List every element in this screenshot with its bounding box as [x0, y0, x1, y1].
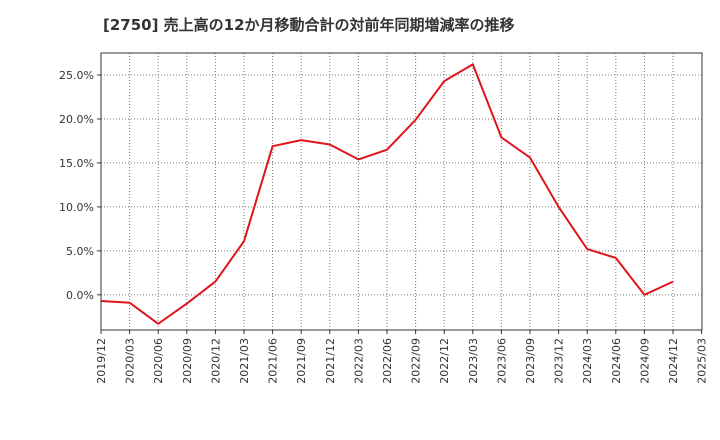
data-point	[243, 240, 245, 242]
data-point	[300, 139, 302, 141]
data-point	[386, 149, 388, 151]
data-point	[643, 294, 646, 296]
data-point	[472, 63, 474, 66]
y-tick-label: 5.0%	[66, 245, 94, 258]
data-point	[558, 206, 560, 208]
data-point	[615, 257, 617, 259]
axis-layer: 2019/12 2020/03 2020/06 2020/09 2020/12 2021/…	[59, 69, 709, 384]
x-tick-label: 2024/03	[581, 338, 594, 384]
x-tick-label: 2024/09	[638, 338, 651, 384]
x-tick-label: 2021/09	[295, 338, 308, 384]
x-tick-label: 2021/03	[238, 338, 251, 384]
x-tick-label: 2022/03	[352, 338, 365, 384]
data-point	[357, 158, 359, 161]
data-point	[272, 145, 274, 147]
x-tick-label: 2024/12	[667, 338, 680, 384]
y-tick-label: 25.0%	[59, 69, 94, 82]
data-point	[157, 323, 159, 325]
x-tick-label: 2022/09	[410, 338, 423, 384]
data-point	[500, 136, 502, 139]
y-tick-label: 20.0%	[59, 113, 94, 126]
plot-area	[101, 53, 702, 330]
data-point	[529, 157, 531, 159]
x-tick-label: 2019/12	[95, 338, 108, 384]
chart-title: [2750] 売上高の12か月移動合計の対前年同期増減率の推移	[103, 16, 515, 34]
x-tick-label: 2021/12	[324, 338, 337, 384]
y-tick-label: 0.0%	[66, 289, 94, 302]
y-tick-label: 15.0%	[59, 157, 94, 170]
data-point	[329, 143, 331, 146]
grid-layer	[101, 53, 702, 330]
data-point	[214, 281, 216, 283]
data-point	[129, 302, 131, 304]
x-tick-label: 2023/06	[495, 338, 508, 384]
x-tick-label: 2020/09	[181, 338, 194, 384]
data-point	[186, 303, 188, 305]
x-tick-label: 2023/09	[524, 338, 537, 384]
x-tick-label: 2020/12	[209, 338, 222, 384]
data-point	[586, 248, 588, 250]
x-tick-label: 2022/06	[381, 338, 394, 384]
data-point	[415, 119, 417, 121]
x-tick-label: 2022/12	[438, 338, 451, 384]
x-tick-label: 2025/03	[696, 338, 709, 384]
x-tick-label: 2023/12	[553, 338, 566, 384]
x-tick-label: 2020/03	[124, 338, 137, 384]
x-tick-label: 2020/06	[152, 338, 165, 384]
data-point	[672, 281, 674, 283]
y-tick-label: 10.0%	[59, 201, 94, 214]
x-tick-label: 2023/03	[467, 338, 480, 384]
x-tick-label: 2024/06	[610, 338, 623, 384]
plot-border	[100, 52, 703, 331]
data-point	[443, 80, 445, 82]
x-tick-label: 2021/06	[267, 338, 280, 384]
